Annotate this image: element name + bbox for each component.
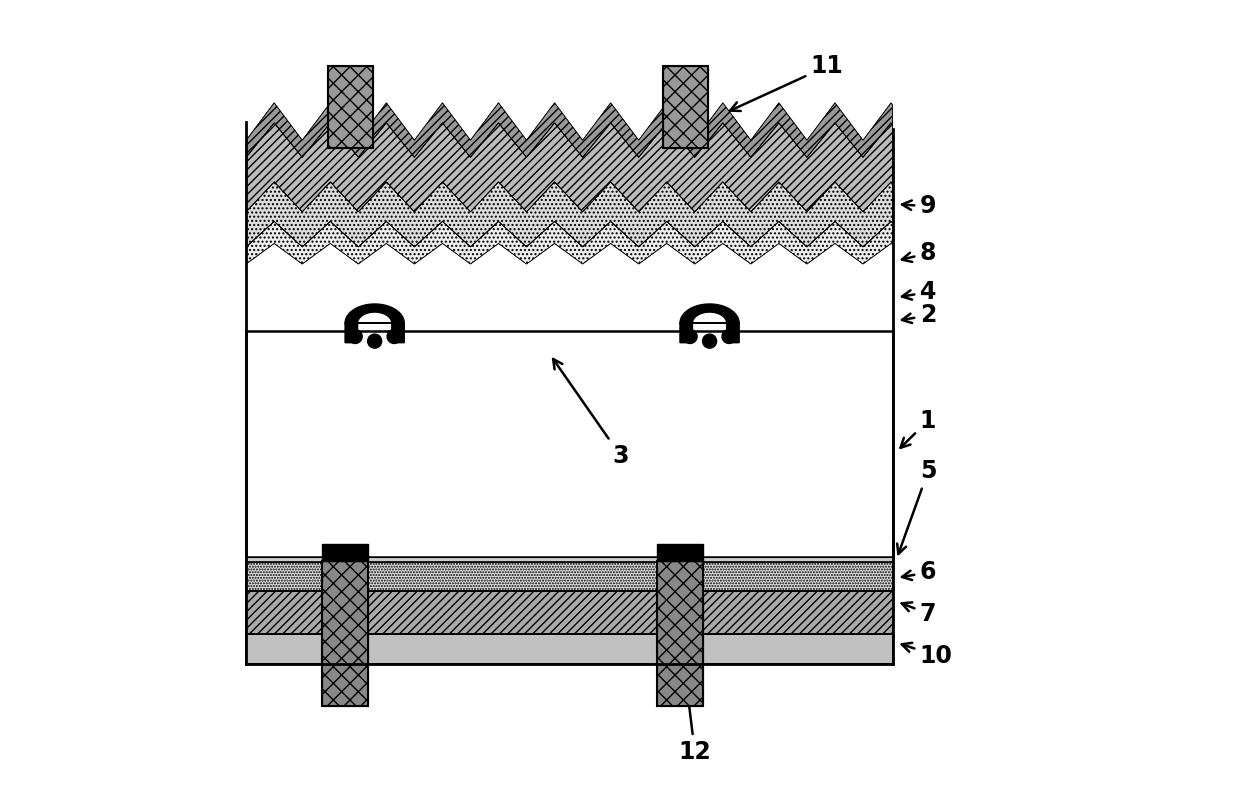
Polygon shape — [663, 66, 708, 148]
Polygon shape — [247, 331, 893, 557]
Text: 4: 4 — [901, 280, 936, 304]
Polygon shape — [322, 561, 367, 706]
Circle shape — [703, 335, 717, 348]
Polygon shape — [247, 634, 893, 663]
Text: 10: 10 — [901, 643, 952, 667]
Polygon shape — [247, 591, 893, 634]
Text: 5: 5 — [897, 459, 936, 554]
Polygon shape — [247, 103, 893, 157]
Polygon shape — [657, 544, 703, 561]
Text: 1: 1 — [900, 408, 936, 448]
Polygon shape — [247, 557, 893, 561]
Polygon shape — [247, 561, 893, 591]
Text: 9: 9 — [901, 194, 936, 219]
Polygon shape — [657, 561, 703, 706]
Text: 3: 3 — [553, 359, 629, 467]
Polygon shape — [327, 66, 373, 148]
Polygon shape — [247, 182, 893, 247]
Text: 7: 7 — [901, 602, 936, 626]
Circle shape — [387, 330, 402, 343]
Polygon shape — [322, 544, 367, 561]
Polygon shape — [345, 304, 404, 343]
Polygon shape — [680, 304, 739, 343]
Polygon shape — [247, 221, 893, 264]
Text: 6: 6 — [901, 561, 936, 585]
Text: 12: 12 — [678, 687, 712, 764]
Circle shape — [367, 335, 382, 348]
Text: 2: 2 — [901, 304, 936, 327]
Circle shape — [348, 330, 362, 343]
Circle shape — [683, 330, 697, 343]
Text: 8: 8 — [901, 241, 936, 265]
Circle shape — [722, 330, 737, 343]
Text: 11: 11 — [730, 54, 843, 111]
Polygon shape — [247, 123, 893, 212]
